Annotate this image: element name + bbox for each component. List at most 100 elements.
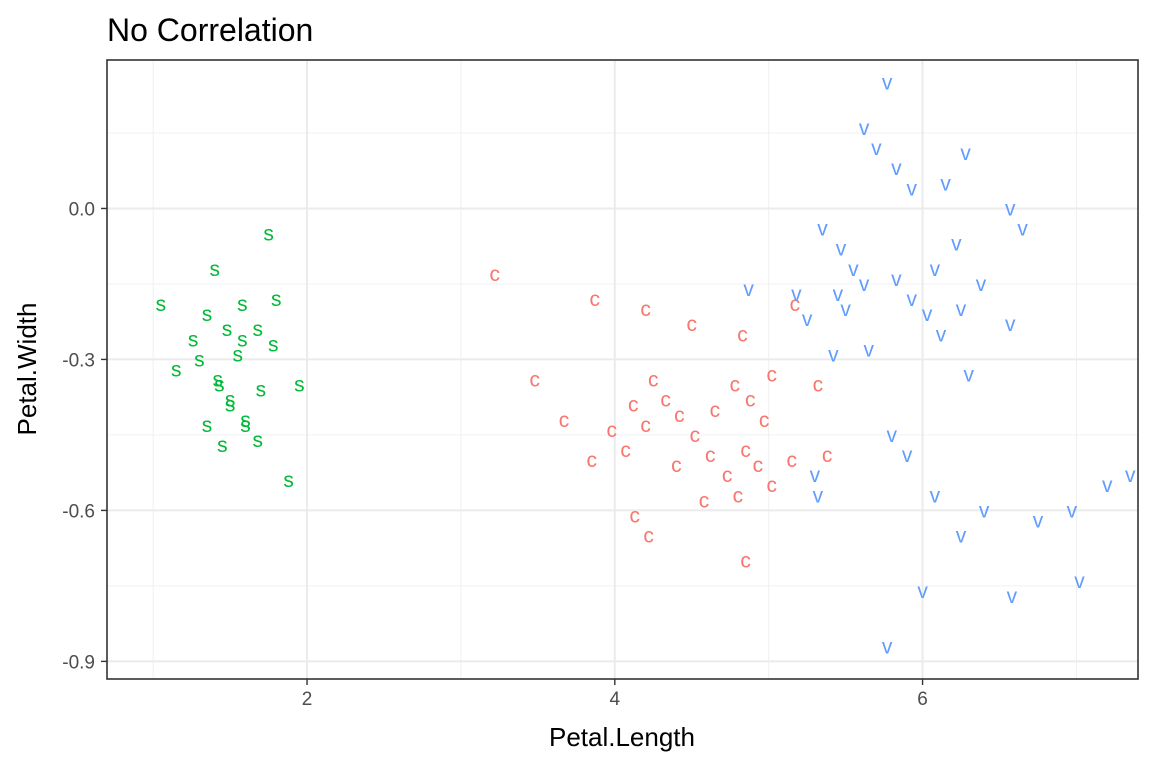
- data-point-c: c: [722, 464, 733, 487]
- data-point-c: c: [490, 263, 501, 286]
- data-point-c: c: [674, 404, 685, 427]
- data-point-s: s: [225, 394, 236, 417]
- data-point-v: v: [1007, 585, 1018, 608]
- data-point-v: v: [951, 233, 962, 256]
- data-point-v: v: [791, 283, 802, 306]
- data-point-v: v: [828, 343, 839, 366]
- data-point-c: c: [590, 288, 601, 311]
- grid-lines: [107, 60, 1138, 679]
- data-point-c: c: [699, 489, 710, 512]
- data-point-v: v: [917, 580, 928, 603]
- data-point-s: s: [213, 369, 224, 392]
- data-point-c: c: [671, 454, 682, 477]
- x-tick-label: 6: [917, 689, 928, 710]
- data-point-c: c: [737, 323, 748, 346]
- data-point-v: v: [882, 635, 893, 658]
- data-point-s: s: [237, 328, 248, 351]
- data-point-v: v: [1074, 570, 1085, 593]
- data-point-c: c: [640, 414, 651, 437]
- data-point-v: v: [960, 142, 971, 165]
- data-point-v: v: [859, 273, 870, 296]
- data-point-c: c: [648, 369, 659, 392]
- x-tick-label: 4: [610, 689, 621, 710]
- data-point-v: v: [922, 303, 933, 326]
- data-point-s: s: [268, 333, 279, 356]
- data-point-v: v: [887, 424, 898, 447]
- data-point-c: c: [710, 399, 721, 422]
- y-tick-label: 0.0: [69, 199, 95, 220]
- data-point-v: v: [817, 218, 828, 241]
- chart-title: No Correlation: [107, 12, 313, 48]
- data-point-c: c: [586, 449, 597, 472]
- data-point-v: v: [976, 273, 987, 296]
- y-tick-label: -0.3: [62, 350, 95, 371]
- data-point-c: c: [630, 504, 641, 527]
- data-point-v: v: [871, 137, 882, 160]
- data-point-c: c: [740, 439, 751, 462]
- data-point-v: v: [1017, 218, 1028, 241]
- data-point-v: v: [907, 288, 918, 311]
- x-axis-title: Petal.Length: [549, 722, 695, 752]
- data-point-s: s: [217, 434, 228, 457]
- data-point-c: c: [822, 444, 833, 467]
- data-point-s: s: [263, 223, 274, 246]
- data-point-c: c: [767, 364, 778, 387]
- data-point-c: c: [745, 389, 756, 412]
- data-point-v: v: [956, 525, 967, 548]
- data-point-v: v: [956, 298, 967, 321]
- data-point-v: v: [882, 72, 893, 95]
- data-point-v: v: [930, 484, 941, 507]
- data-point-c: c: [767, 474, 778, 497]
- data-point-s: s: [237, 293, 248, 316]
- data-point-s: s: [222, 318, 233, 341]
- data-point-v: v: [833, 283, 844, 306]
- data-point-c: c: [686, 313, 697, 336]
- data-point-c: c: [690, 424, 701, 447]
- data-point-c: c: [628, 394, 639, 417]
- x-tick-label: 2: [302, 689, 313, 710]
- data-point-s: s: [283, 469, 294, 492]
- data-point-s: s: [240, 409, 251, 432]
- data-point-s: s: [202, 303, 213, 326]
- data-point-c: c: [740, 550, 751, 573]
- data-point-v: v: [848, 258, 859, 281]
- y-axis: 0.0 -0.3 -0.6 -0.9: [62, 199, 107, 673]
- data-point-v: v: [1005, 313, 1016, 336]
- data-point-v: v: [743, 278, 754, 301]
- data-point-s: s: [256, 379, 267, 402]
- data-point-v: v: [1125, 464, 1136, 487]
- data-point-v: v: [1067, 499, 1078, 522]
- data-point-c: c: [730, 374, 741, 397]
- data-point-s: s: [194, 348, 205, 371]
- data-point-v: v: [840, 298, 851, 321]
- data-point-c: c: [813, 374, 824, 397]
- data-point-v: v: [963, 364, 974, 387]
- data-point-c: c: [606, 419, 617, 442]
- y-tick-label: -0.9: [62, 652, 95, 673]
- data-point-v: v: [810, 464, 821, 487]
- data-point-v: v: [930, 258, 941, 281]
- data-point-s: s: [214, 374, 225, 397]
- plot-background: [107, 60, 1138, 679]
- data-point-v: v: [979, 499, 990, 522]
- data-point-v: v: [859, 117, 870, 140]
- data-point-s: s: [156, 293, 167, 316]
- data-point-s: s: [240, 414, 251, 437]
- data-point-v: v: [1005, 197, 1016, 220]
- data-point-v: v: [802, 308, 813, 331]
- data-point-c: c: [753, 454, 764, 477]
- data-point-s: s: [294, 374, 305, 397]
- data-point-s: s: [202, 414, 213, 437]
- data-point-s: s: [171, 359, 182, 382]
- data-point-s: s: [233, 343, 244, 366]
- data-point-v: v: [1102, 474, 1113, 497]
- data-point-c: c: [790, 293, 801, 316]
- data-point-c: c: [787, 449, 798, 472]
- data-point-c: c: [620, 439, 631, 462]
- data-point-v: v: [902, 444, 913, 467]
- data-point-c: c: [759, 409, 770, 432]
- data-point-s: s: [188, 328, 199, 351]
- data-point-v: v: [891, 157, 902, 180]
